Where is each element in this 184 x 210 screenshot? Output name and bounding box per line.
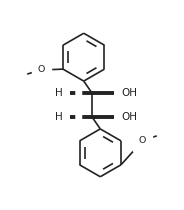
Text: H: H (55, 112, 63, 122)
Text: H: H (55, 88, 63, 98)
Text: O: O (139, 136, 146, 145)
Text: O: O (38, 65, 45, 74)
Text: OH: OH (121, 88, 137, 98)
Text: OH: OH (121, 112, 137, 122)
